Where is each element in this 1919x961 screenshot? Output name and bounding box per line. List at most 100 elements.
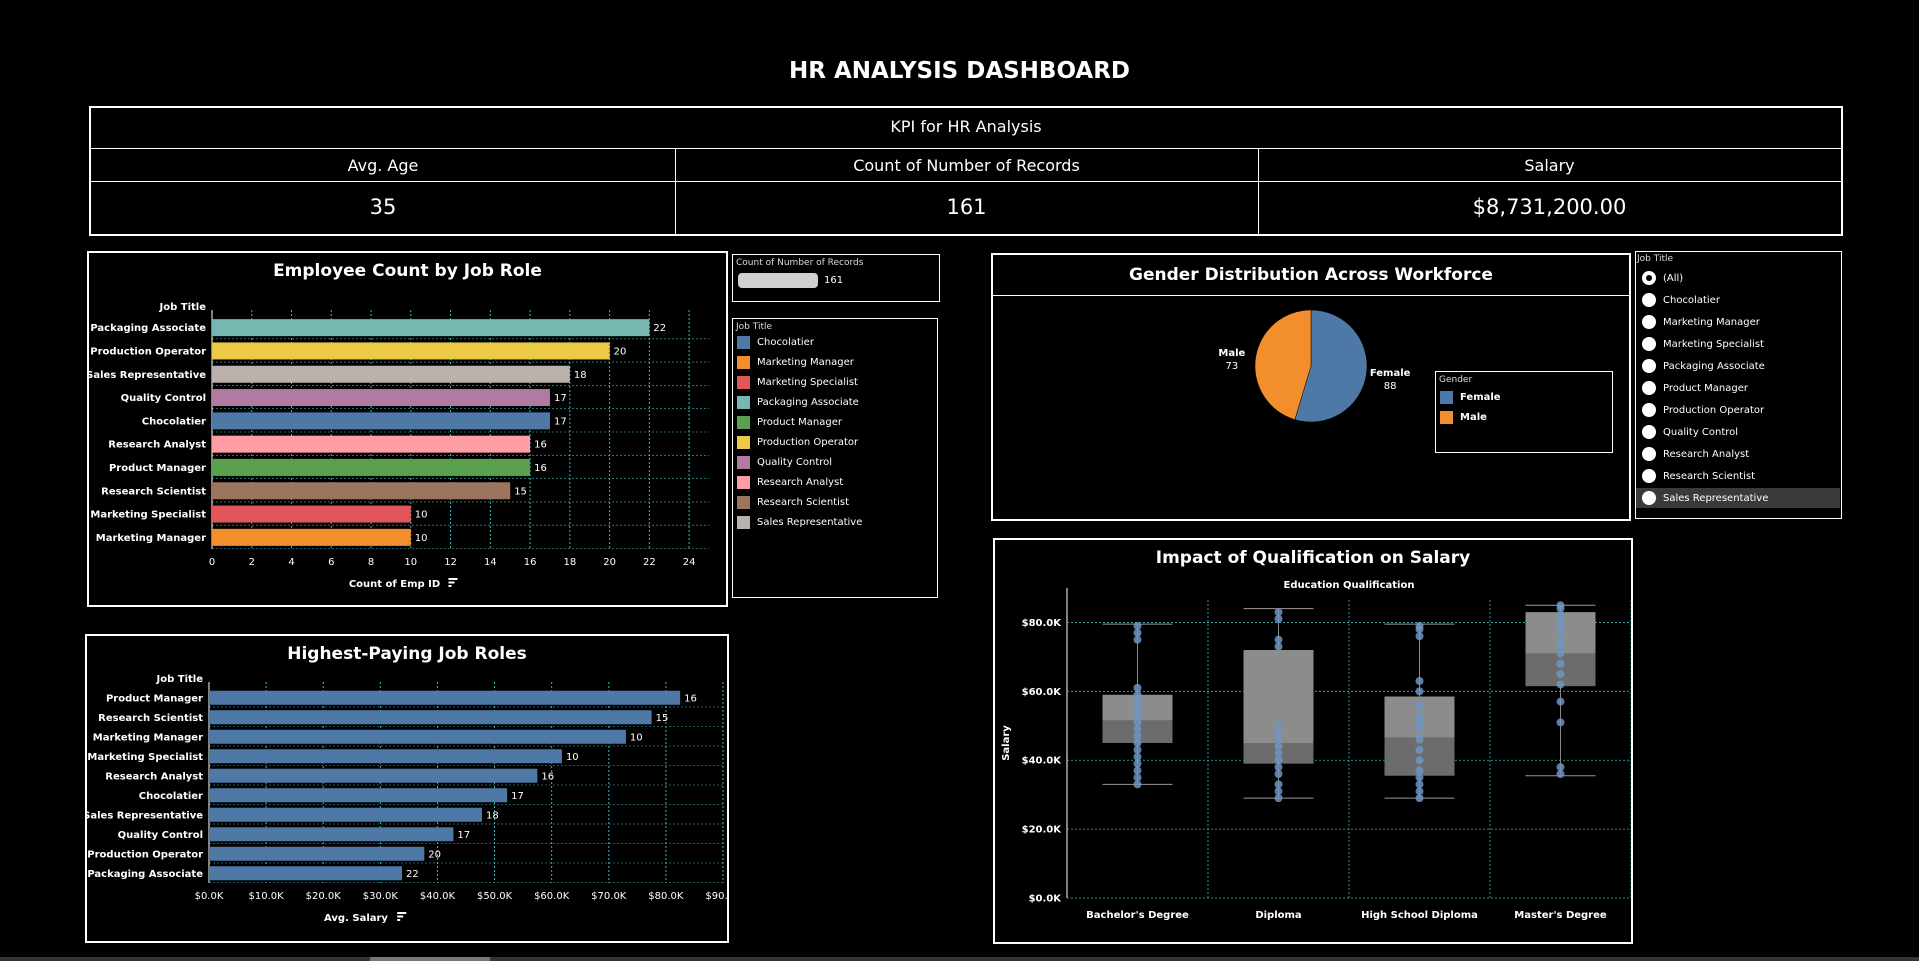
color-swatch — [737, 375, 750, 389]
bar — [212, 389, 550, 407]
gender-legend-female[interactable]: Female — [1440, 390, 1501, 404]
job-legend-item[interactable]: Packaging Associate — [737, 395, 859, 409]
data-point — [1556, 635, 1565, 644]
job-filter-label: (All) — [1663, 272, 1684, 284]
data-point — [1415, 766, 1424, 775]
job-filter-option[interactable]: Research Analyst — [1636, 444, 1840, 464]
data-point — [1133, 766, 1142, 775]
category-label: Marketing Manager — [93, 732, 203, 743]
job-filter-option[interactable]: Packaging Associate — [1636, 356, 1840, 376]
data-point — [1415, 701, 1424, 710]
job-filter-option[interactable]: Marketing Manager — [1636, 312, 1840, 332]
gender-legend-male[interactable]: Male — [1440, 410, 1487, 424]
radio-button-icon[interactable] — [1642, 271, 1656, 285]
job-filter-option[interactable]: Quality Control — [1636, 422, 1840, 442]
size-legend-title: Count of Number of Records — [736, 258, 864, 268]
bar — [212, 365, 570, 383]
data-point — [1133, 718, 1142, 727]
data-point — [1556, 670, 1565, 679]
radio-button-icon[interactable] — [1642, 293, 1656, 307]
bar — [209, 807, 482, 822]
data-point — [1274, 770, 1283, 778]
data-label: 18 — [486, 810, 499, 821]
job-color-legend-title: Job Title — [736, 322, 773, 332]
category-label: High School Diploma — [1361, 910, 1478, 921]
radio-button-icon[interactable] — [1642, 447, 1656, 461]
job-legend-label: Marketing Manager — [757, 356, 854, 368]
pie-slice — [1254, 309, 1312, 420]
job-legend-label: Production Operator — [757, 436, 859, 448]
color-swatch — [737, 515, 750, 529]
color-swatch — [737, 395, 750, 409]
radio-button-icon[interactable] — [1642, 381, 1656, 395]
gender-pie-chart: Female 88 Male 73 — [1218, 309, 1411, 423]
job-legend-label: Marketing Specialist — [757, 376, 858, 388]
color-swatch — [737, 475, 750, 489]
tick-label: 8 — [368, 557, 374, 568]
data-label: 16 — [534, 463, 547, 474]
data-point — [1415, 735, 1424, 744]
data-point — [1133, 780, 1142, 789]
data-point — [1556, 611, 1565, 620]
data-point — [1556, 618, 1565, 627]
radio-button-icon[interactable] — [1642, 359, 1656, 373]
data-label: 22 — [653, 323, 666, 334]
gender-legend-label: Male — [1460, 411, 1487, 423]
data-label: 15 — [514, 486, 527, 497]
data-point — [1274, 763, 1283, 772]
job-filter-option[interactable]: Research Scientist — [1636, 466, 1840, 486]
job-legend-item[interactable]: Chocolatier — [737, 335, 814, 349]
tick-label: 6 — [328, 557, 334, 568]
tick-label: 18 — [563, 557, 576, 568]
color-swatch — [737, 455, 750, 469]
job-filter-option[interactable]: Chocolatier — [1636, 290, 1840, 310]
data-point — [1415, 621, 1424, 630]
data-point — [1274, 642, 1283, 651]
scrollbar-thumb[interactable] — [370, 957, 490, 961]
radio-button-icon[interactable] — [1642, 469, 1656, 483]
job-filter-option[interactable]: Sales Representative — [1636, 488, 1840, 508]
job-legend-item[interactable]: Quality Control — [737, 455, 832, 469]
data-point — [1415, 718, 1424, 727]
job-legend-item[interactable]: Research Analyst — [737, 475, 843, 489]
horizontal-scrollbar[interactable] — [0, 957, 1919, 961]
job-legend-item[interactable]: Marketing Specialist — [737, 375, 858, 389]
data-point — [1133, 621, 1142, 630]
job-filter-option[interactable]: Marketing Specialist — [1636, 334, 1840, 354]
radio-button-icon[interactable] — [1642, 403, 1656, 417]
job-legend-item[interactable]: Production Operator — [737, 435, 858, 449]
radio-button-icon[interactable] — [1642, 425, 1656, 439]
tick-label: $90.0K — [705, 891, 727, 902]
kpi-label-avg-age: Avg. Age — [347, 156, 419, 175]
job-legend-item[interactable]: Research Scientist — [737, 495, 849, 509]
data-point — [1415, 745, 1424, 754]
category-label: Product Manager — [109, 463, 206, 474]
job-filter-label: Chocolatier — [1663, 294, 1720, 306]
kpi-panel: KPI for HR Analysis Avg. Age Count of Nu… — [89, 106, 1843, 236]
job-filter-option[interactable]: (All) — [1636, 268, 1840, 288]
data-label: 20 — [428, 849, 441, 860]
pie-value: 88 — [1384, 381, 1397, 392]
job-filter-option[interactable]: Product Manager — [1636, 378, 1840, 398]
job-legend-label: Research Analyst — [757, 476, 844, 488]
gender-legend-label: Female — [1460, 391, 1501, 403]
job-filter-label: Product Manager — [1663, 382, 1748, 394]
category-label: Chocolatier — [142, 416, 206, 427]
job-filter-option[interactable]: Production Operator — [1636, 400, 1840, 420]
category-label: Packaging Associate — [87, 869, 203, 880]
tick-label: 14 — [484, 557, 497, 568]
data-point — [1133, 745, 1142, 754]
data-point — [1133, 635, 1142, 644]
pie-label: Female — [1370, 368, 1411, 379]
job-legend-item[interactable]: Marketing Manager — [737, 355, 854, 369]
job-legend-item[interactable]: Product Manager — [737, 415, 842, 429]
radio-button-icon[interactable] — [1642, 315, 1656, 329]
job-legend-item[interactable]: Sales Representative — [737, 515, 862, 529]
radio-button-icon[interactable] — [1642, 337, 1656, 351]
sort-icon — [448, 581, 455, 584]
kpi-header: KPI for HR Analysis — [890, 117, 1042, 136]
qualification-box-plot: Education Qualification Salary $0.0K $20.0K… — [1001, 580, 1631, 921]
data-point — [1133, 690, 1142, 699]
radio-button-icon[interactable] — [1642, 491, 1656, 505]
salary-by-role-panel: Highest-Paying Job Roles Job Title Produc… — [85, 634, 729, 943]
